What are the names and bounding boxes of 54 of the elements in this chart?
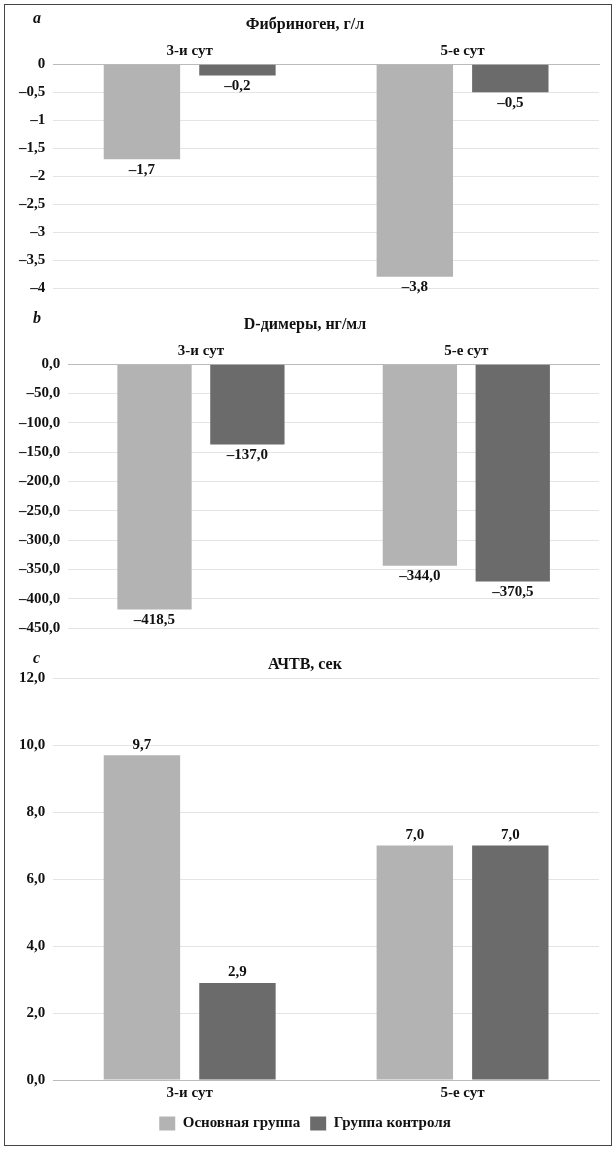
y-tick-label: –50,0 xyxy=(25,384,61,401)
y-tick-label: –200,0 xyxy=(18,472,61,489)
x-tick-label: 3-и сут xyxy=(166,42,214,59)
data-label: –370,5 xyxy=(491,582,534,599)
y-tick-label: –400,0 xyxy=(18,589,61,606)
y-tick-label: –350,0 xyxy=(18,560,61,577)
x-tick-label: 5-е сут xyxy=(444,342,490,359)
x-tick-label: 5-е сут xyxy=(440,1083,486,1100)
y-tick-label: –3,5 xyxy=(18,250,46,267)
x-tick-label: 3-и сут xyxy=(177,342,225,359)
y-tick-label: 8,0 xyxy=(26,803,46,820)
bar xyxy=(199,982,276,1080)
data-label: –3,8 xyxy=(400,278,428,295)
data-label: –137,0 xyxy=(225,445,268,462)
y-tick-label: 0 xyxy=(37,55,46,72)
data-label: 2,9 xyxy=(228,963,247,980)
bar xyxy=(472,845,549,1080)
y-tick-label: 0,0 xyxy=(41,355,61,372)
y-tick-label: –2 xyxy=(29,166,46,183)
y-tick-label: 6,0 xyxy=(26,869,46,886)
y-tick-label: –450,0 xyxy=(18,618,61,635)
chart-title: Фибриноген, г/л xyxy=(245,14,365,33)
y-tick-label: –1,5 xyxy=(18,139,46,155)
y-tick-label: 10,0 xyxy=(19,736,46,753)
y-tick-label: –4 xyxy=(29,278,46,295)
y-tick-label: 2,0 xyxy=(26,1003,46,1020)
y-tick-label: –100,0 xyxy=(18,413,61,430)
data-label: –0,2 xyxy=(223,76,251,93)
legend-label: Основная группа xyxy=(182,1114,301,1131)
y-tick-label: –2,5 xyxy=(18,194,46,211)
data-label: –1,7 xyxy=(127,160,156,177)
y-tick-label: –3 xyxy=(29,222,46,239)
y-tick-label: –250,0 xyxy=(18,501,61,518)
y-tick-label: 4,0 xyxy=(26,936,46,953)
data-label: –344,0 xyxy=(398,567,441,584)
chart-title: D-димеры, нг/мл xyxy=(243,314,367,333)
y-tick-label: –0,5 xyxy=(18,83,46,100)
y-tick-label: –300,0 xyxy=(18,530,61,547)
x-tick-label: 3-и сут xyxy=(166,1083,214,1100)
legend-label: Группа контроля xyxy=(333,1114,451,1131)
text: b xyxy=(33,309,41,327)
y-tick-label: –150,0 xyxy=(18,443,61,460)
data-label: 7,0 xyxy=(405,825,425,842)
y-tick-label: 0,0 xyxy=(26,1070,46,1087)
text: a xyxy=(33,9,41,27)
data-label: –0,5 xyxy=(496,93,524,110)
data-label: 7,0 xyxy=(500,825,520,842)
text: c xyxy=(33,649,41,667)
y-tick-label: –1 xyxy=(29,111,46,128)
y-tick-label: 12,0 xyxy=(19,669,46,686)
data-label: –418,5 xyxy=(132,610,176,627)
data-label: 9,7 xyxy=(132,735,152,752)
x-tick-label: 5-е сут xyxy=(440,42,486,59)
chart-title: АЧТВ, сек xyxy=(268,654,343,672)
